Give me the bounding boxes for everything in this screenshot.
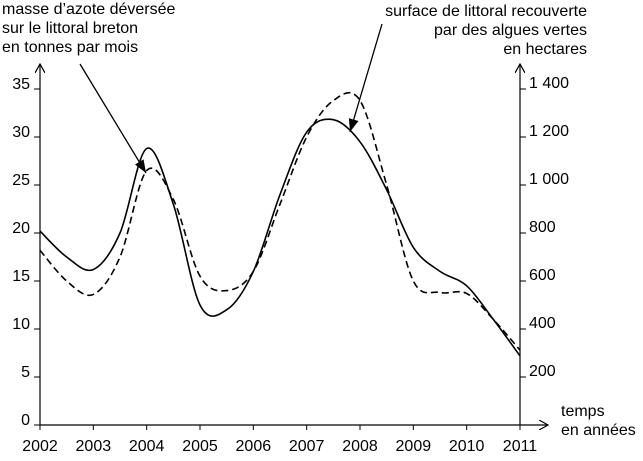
y-tick-label: 15 [12,268,30,285]
y-tick-label: 0 [21,412,30,429]
x-tick-label: 2011 [503,438,538,455]
x-tick-label: 2003 [76,438,112,455]
y2-tick-label: 1 200 [529,123,569,140]
x-tick-label: 2006 [236,438,272,455]
y2-tick-label: 1 400 [529,75,569,92]
y-label-line: sur le littoral breton [2,20,138,37]
y-tick-label: 10 [12,316,30,333]
y-tick-label: 5 [21,364,30,381]
y2-tick-label: 200 [529,363,556,380]
y2-tick-label: 600 [529,267,556,284]
y2-label-line: surface de littoral recouverte [385,3,587,20]
y2-tick-label: 800 [529,219,556,236]
y2-tick-label: 1 000 [529,171,569,188]
annotation-arrow [79,63,147,174]
y-tick-label: 25 [12,172,30,189]
y2-label-line: par des algues vertes [434,22,587,39]
y-label-line: en tonnes par mois [2,39,138,56]
y-tick-label: 30 [12,124,30,141]
x-tick-label: 2008 [342,438,378,455]
x-tick-label: 2005 [182,438,218,455]
x-label-line: temps [561,403,605,420]
x-tick-label: 2002 [22,438,58,455]
y-tick-label: 35 [12,76,30,93]
y-label-line: masse d’azote déversée [2,1,176,18]
y2-tick-label: 400 [529,315,556,332]
x-tick-label: 2010 [449,438,485,455]
annotation-arrow [348,23,383,133]
y2-label-line: en hectares [503,41,587,58]
data-line [39,91,521,351]
x-tick-label: 2004 [129,438,165,455]
data-line [39,118,521,357]
x-tick-label: 2009 [396,438,432,455]
x-label-line: en années [561,422,636,439]
x-tick-label: 2007 [289,438,325,455]
y-tick-label: 20 [12,220,30,237]
